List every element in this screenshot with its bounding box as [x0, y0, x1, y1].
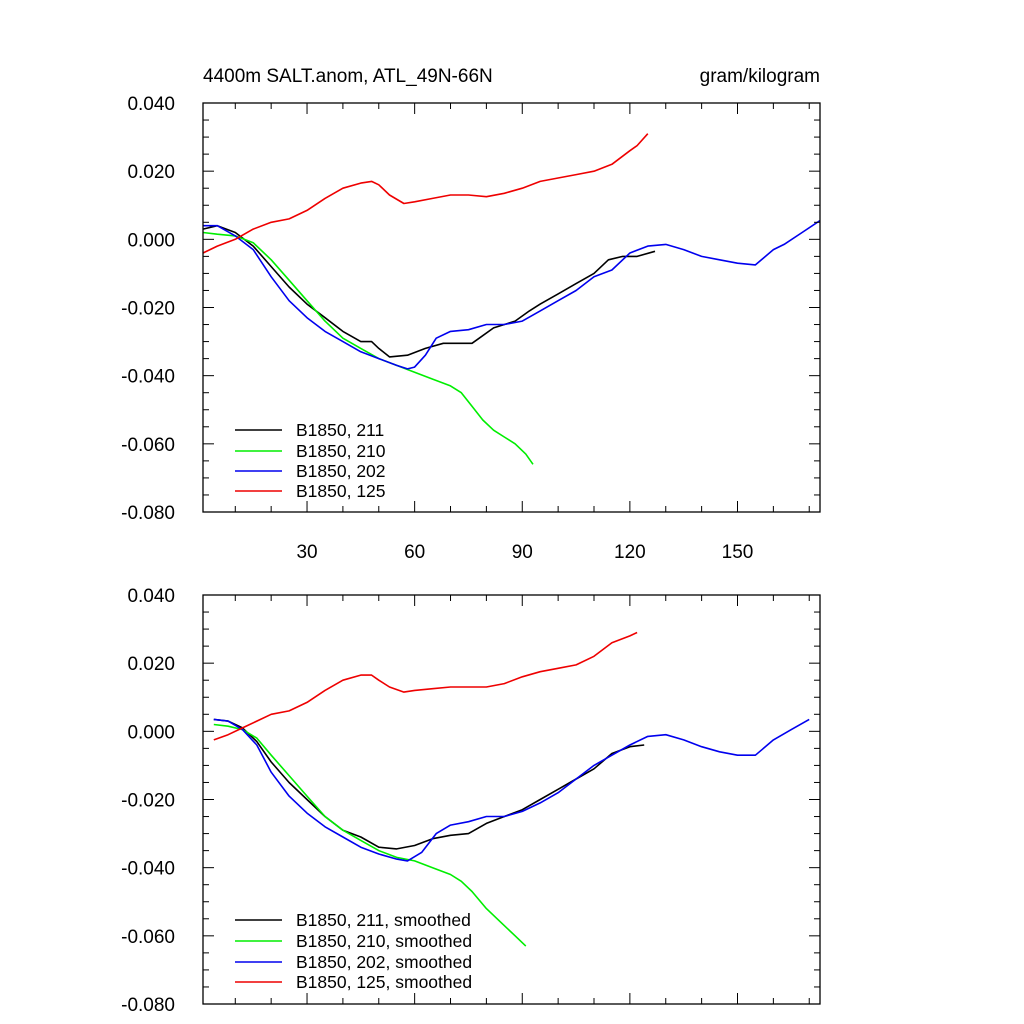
ticks-layer: -0.080 -0.060 -0.040 -0.020 0.000 0.020 0.040	[121, 586, 820, 1016]
y-tick-label: 0.020	[127, 162, 175, 183]
chart-title: 4400m SALT.anom, ATL_49N-66N	[203, 66, 493, 87]
x-tick-label: 90	[512, 542, 533, 563]
x-tick-label: 120	[614, 542, 646, 563]
y-tick-label: -0.080	[121, 995, 175, 1016]
legend: B1850, 211, smoothed B1850, 210, smoothe…	[235, 910, 472, 992]
bottom-panel: -0.080-0.060-0.040-0.0200.0000.0200.040 …	[121, 586, 821, 1016]
y-tick-label: 0.020	[127, 654, 175, 675]
series-line-2	[203, 219, 821, 370]
legend-label-125: B1850, 125, smoothed	[296, 972, 472, 992]
ticks-layer: -0.080 -0.060 -0.040 -0.020 0.000 0.020 0.040 3…	[121, 94, 820, 563]
y-tick-label: -0.080	[121, 503, 175, 524]
legend-label-202: B1850, 202	[296, 461, 386, 481]
legend-label-210: B1850, 210, smoothed	[296, 931, 472, 951]
legend-label-125: B1850, 125	[296, 481, 386, 501]
plot-frame	[202, 102, 821, 513]
x-tick-label: 150	[722, 542, 754, 563]
y-tick-label: -0.060	[121, 435, 175, 456]
series-line-3	[213, 631, 638, 741]
y-tick-label: -0.020	[121, 791, 175, 812]
legend-label-211: B1850, 211	[296, 420, 384, 440]
series-layer	[202, 133, 821, 465]
y-tick-label: -0.040	[121, 367, 175, 388]
x-tick-label: 30	[296, 542, 317, 563]
y-tick-label: 0.040	[127, 94, 175, 115]
series-line-0	[202, 224, 656, 358]
legend-label-210: B1850, 210	[296, 441, 386, 461]
x-tick-label: 60	[404, 542, 425, 563]
y-tick-label: -0.060	[121, 927, 175, 948]
y-tick-label: 0.000	[127, 722, 175, 743]
legend: B1850, 211 B1850, 210 B1850, 202 B1850, …	[235, 420, 386, 501]
y-tick-label: -0.040	[121, 859, 175, 880]
series-line-2	[213, 718, 810, 862]
series-line-1	[213, 723, 527, 947]
plot-frame	[202, 594, 821, 1005]
units-label: gram/kilogram	[700, 66, 820, 87]
top-panel: 4400m SALT.anom, ATL_49N-66N gram/kilogr…	[121, 66, 821, 563]
y-tick-label: 0.000	[127, 230, 175, 251]
y-tick-label: 0.040	[127, 586, 175, 607]
y-tick-label: -0.020	[121, 299, 175, 320]
legend-label-211: B1850, 211, smoothed	[296, 910, 471, 930]
series-layer	[213, 631, 810, 947]
series-line-3	[202, 133, 649, 254]
legend-label-202: B1850, 202, smoothed	[296, 952, 472, 972]
